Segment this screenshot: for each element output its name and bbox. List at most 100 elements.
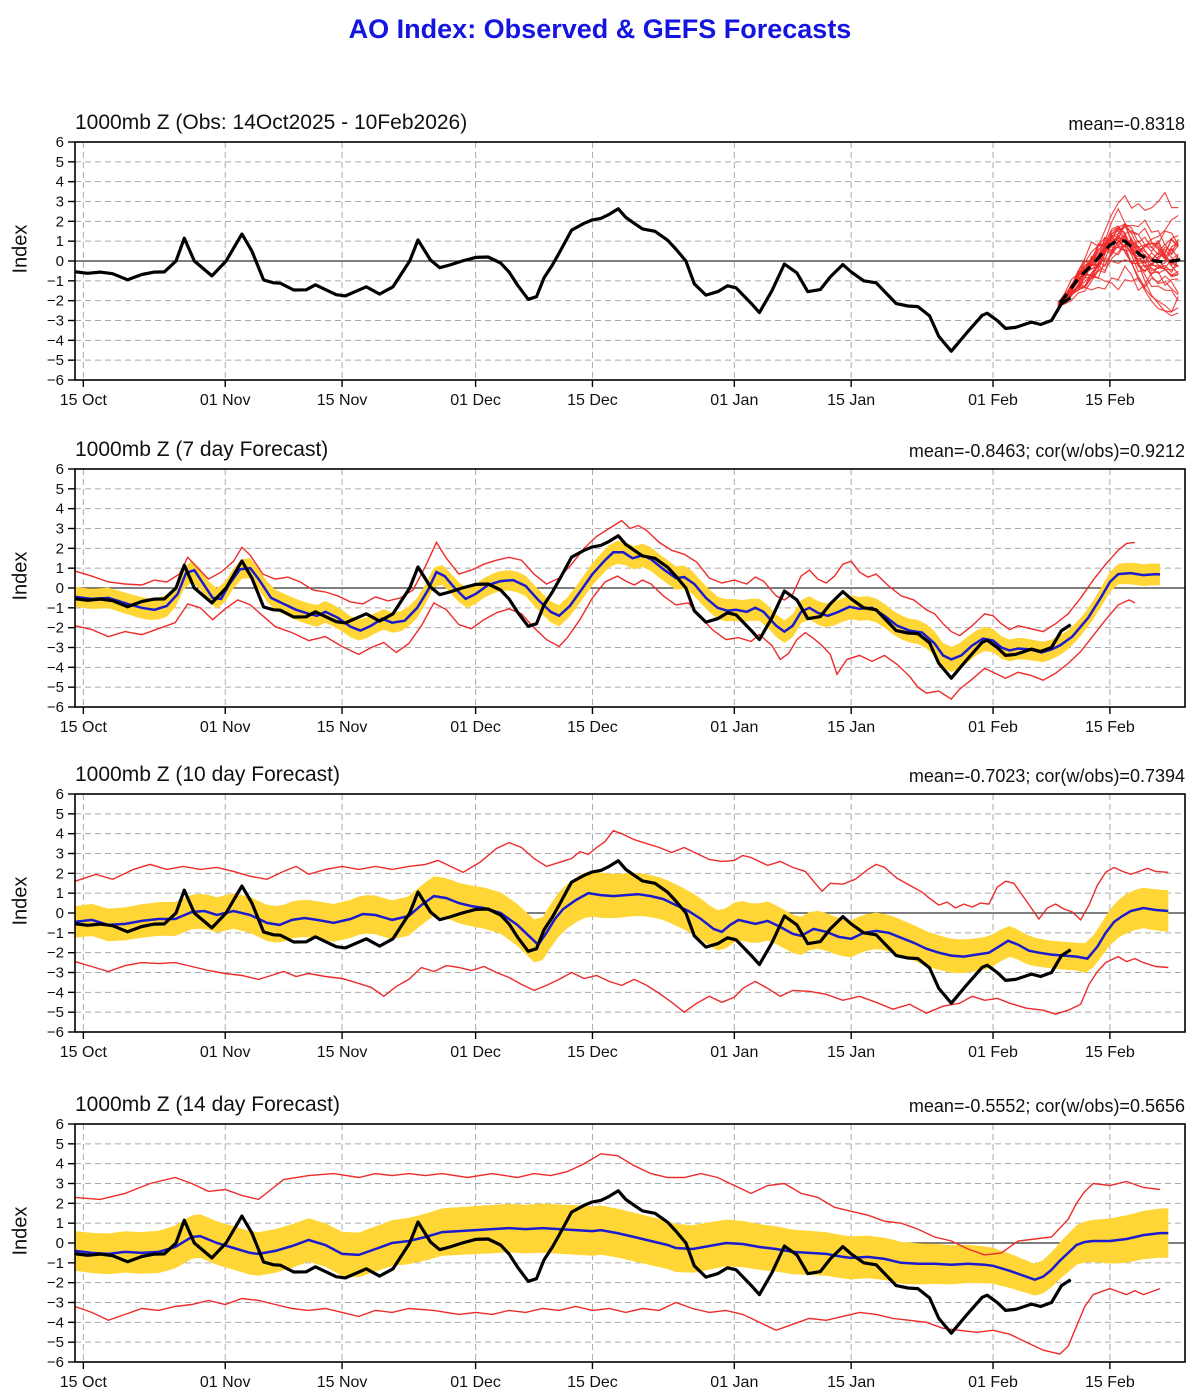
spread-band: [75, 1203, 1169, 1296]
x-tick-label: 01 Nov: [200, 1374, 251, 1391]
spread-band: [75, 871, 1169, 974]
y-tick-label: 3: [56, 1176, 64, 1193]
x-tick-label: 01 Dec: [450, 1044, 501, 1061]
y-tick-label: −4: [47, 1314, 64, 1331]
y-tick-label: 4: [56, 501, 64, 518]
axes-fc14: −6 −5 −4 −3 −2 −1 0 1 2 3 4 5 6 15 Oct 01 Nov 15 Nov 01 …: [47, 1116, 1186, 1391]
spaghetti-member: [1057, 236, 1179, 306]
panel-fc10-stats: mean=-0.7023; cor(w/obs)=0.7394: [908, 766, 1185, 786]
x-tick-label: 01 Dec: [450, 719, 501, 736]
y-tick-label: 5: [56, 806, 64, 823]
x-tick-label: 01 Nov: [200, 1044, 251, 1061]
y-tick-label: −3: [47, 313, 64, 330]
y-tick-label: 6: [56, 786, 64, 803]
y-tick-label: 1: [56, 560, 64, 577]
panel-fc10-title: 1000mb Z (10 day Forecast): [75, 763, 340, 786]
panel-fc7-title: 1000mb Z (7 day Forecast): [75, 438, 329, 461]
x-tick-label: 01 Nov: [200, 392, 251, 409]
env-max-line: [75, 1153, 1161, 1256]
y-tick-label: 6: [56, 1116, 64, 1133]
spaghetti-member: [1057, 234, 1179, 303]
env-min-line: [75, 955, 1169, 1015]
x-tick-label: 15 Dec: [567, 1374, 618, 1391]
spaghetti-member: [1057, 224, 1179, 306]
x-tick-label: 15 Jan: [827, 719, 875, 736]
x-tick-label: 15 Nov: [317, 1044, 368, 1061]
panel-obs-header: 1000mb Z (Obs: 14Oct2025 - 10Feb2026) me…: [75, 103, 1185, 135]
y-tick-label: −6: [47, 1354, 64, 1371]
grid-obs: [75, 142, 1185, 380]
y-tick-label: 0: [56, 580, 64, 597]
y-tick-label: −2: [47, 620, 64, 637]
y-tick-label: 5: [56, 154, 64, 171]
axes-fc7: −6 −5 −4 −3 −2 −1 0 1 2 3 4 5 6 15 Oct 01 Nov 15 Nov 01 …: [47, 461, 1186, 736]
spaghetti-member: [1057, 257, 1179, 313]
panel-fc7-header: 1000mb Z (7 day Forecast) mean=-0.8463; …: [75, 430, 1185, 462]
y-tick-label: 3: [56, 194, 64, 211]
spaghetti-member: [1057, 219, 1179, 306]
panel-series-fc14: [75, 1153, 1169, 1355]
y-tick-label: 1: [56, 885, 64, 902]
y-tick-label: 4: [56, 174, 64, 191]
panel-fc14-title: 1000mb Z (14 day Forecast): [75, 1093, 340, 1116]
y-tick-label: 2: [56, 213, 64, 230]
y-tick-label: −1: [47, 273, 64, 290]
ensemble-mean-line: [75, 891, 1169, 960]
x-tick-label: 01 Jan: [710, 1044, 758, 1061]
ensemble-mean-dashed-line: [1058, 238, 1185, 304]
y-tick-label: −2: [47, 945, 64, 962]
y-tick-label: 4: [56, 1156, 64, 1173]
y-tick-label: 6: [56, 461, 64, 478]
x-tick-label: 01 Jan: [710, 1374, 758, 1391]
env-max-line: [75, 519, 1135, 637]
x-tick-label: 01 Feb: [968, 1044, 1018, 1061]
x-tick-label: 01 Feb: [968, 1374, 1018, 1391]
x-tick-label: 15 Oct: [60, 1374, 108, 1391]
y-tick-label: −6: [47, 372, 64, 389]
x-tick-label: 01 Dec: [450, 392, 501, 409]
x-tick-label: 15 Nov: [317, 1374, 368, 1391]
panel-series-obs: [75, 191, 1185, 353]
spaghetti-member: [1057, 191, 1179, 306]
y-tick-label: −5: [47, 1004, 64, 1021]
observed-line: [75, 859, 1072, 1005]
x-tick-label: 15 Feb: [1085, 719, 1135, 736]
x-tick-label: 15 Feb: [1085, 1374, 1135, 1391]
y-tick-label: 0: [56, 253, 64, 270]
x-tick-label: 15 Feb: [1085, 392, 1135, 409]
x-tick-label: 15 Dec: [567, 392, 618, 409]
panel-obs-title: 1000mb Z (Obs: 14Oct2025 - 10Feb2026): [75, 111, 468, 134]
env-min-line: [75, 575, 1136, 701]
x-tick-label: 01 Jan: [710, 392, 758, 409]
panel-series-fc10: [75, 829, 1169, 1015]
y-tick-label: −5: [47, 1334, 64, 1351]
y-tick-label: −6: [47, 1024, 64, 1041]
y-tick-label: −5: [47, 352, 64, 369]
x-tick-label: 15 Oct: [60, 392, 108, 409]
spread-band: [75, 540, 1160, 672]
observed-line: [75, 207, 1072, 353]
y-tick-label: 0: [56, 1235, 64, 1252]
spaghetti-member: [1057, 226, 1179, 304]
panel-fc14-header: 1000mb Z (14 day Forecast) mean=-0.5552;…: [75, 1085, 1185, 1117]
x-tick-label: 01 Nov: [200, 719, 251, 736]
ensemble-mean-line: [75, 551, 1161, 661]
panel-fc7-stats: mean=-0.8463; cor(w/obs)=0.9212: [908, 441, 1185, 461]
x-tick-label: 15 Oct: [60, 1044, 108, 1061]
y-tick-label: 1: [56, 233, 64, 250]
x-tick-label: 01 Jan: [710, 719, 758, 736]
y-tick-label: 5: [56, 1136, 64, 1153]
x-tick-label: 15 Nov: [317, 719, 368, 736]
y-tick-label: −2: [47, 1275, 64, 1292]
panel-series-fc7: [75, 519, 1161, 701]
y-tick-label: −4: [47, 984, 64, 1001]
y-tick-label: −3: [47, 965, 64, 982]
x-tick-label: 15 Dec: [567, 719, 618, 736]
x-tick-label: 01 Feb: [968, 392, 1018, 409]
env-max-line: [75, 829, 1169, 922]
spaghetti-member: [1057, 276, 1179, 313]
y-tick-label: 2: [56, 1195, 64, 1212]
x-tick-label: 01 Feb: [968, 719, 1018, 736]
panel-obs-stats: mean=-0.8318: [1068, 114, 1185, 134]
observed-line: [75, 534, 1072, 680]
